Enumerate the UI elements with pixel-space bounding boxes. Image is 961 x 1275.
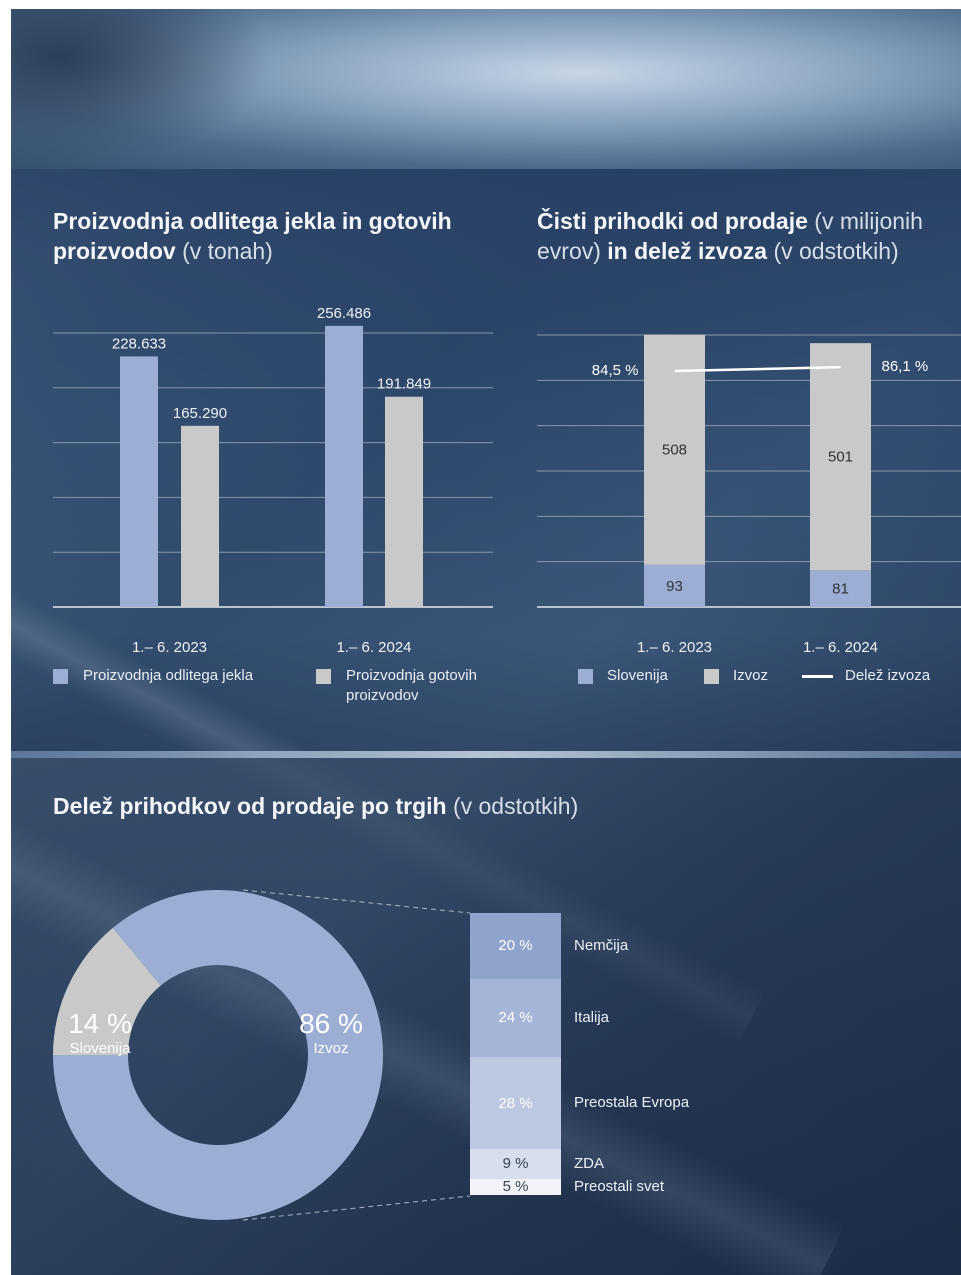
breakdown-segment: 5 % [470, 1179, 561, 1195]
chart2-title-bold-1: Čisti prihodki od prodaje [537, 208, 808, 234]
chart2-title-unit-2: (v odstotkih) [773, 238, 898, 264]
breakdown-market-label: ZDA [574, 1155, 604, 1172]
chart2-title: Čisti prihodki od prodaje (v milijonih e… [537, 206, 952, 266]
legend-swatch-finished-products [316, 669, 331, 684]
breakdown-market-label: Nemčija [574, 937, 628, 954]
legend-swatch-izvoz [704, 669, 719, 684]
data-label: 81 [832, 581, 849, 598]
legend-line-export-share [802, 675, 833, 678]
breakdown-segment: 20 % [470, 913, 561, 979]
x-tick-label: 1.– 6. 2023 [132, 639, 207, 652]
bar [120, 356, 158, 607]
x-tick-label: 1.– 6. 2024 [336, 639, 411, 652]
data-label: 165.290 [173, 405, 227, 422]
legend-label-slovenija: Slovenija [607, 666, 668, 686]
data-label: 501 [828, 449, 853, 466]
breakdown-market-label: Preostala Evropa [574, 1094, 689, 1111]
infographic-panel: Proizvodnja odlitega jekla in gotovih pr… [11, 9, 961, 1275]
breakdown-segment: 9 % [470, 1149, 561, 1179]
export-breakdown-labels: Nemčija Italija Preostala Evropa ZDA Preosta… [574, 913, 874, 1213]
breakdown-segment: 24 % [470, 979, 561, 1058]
bar [181, 426, 219, 607]
markets-title-bold: Delež prihodkov od prodaje po trgih [53, 793, 447, 819]
section-divider [11, 751, 961, 758]
markets-title: Delež prihodkov od prodaje po trgih (v o… [53, 791, 753, 821]
legend-label-cast-steel: Proizvodnja odlitega jekla [83, 666, 253, 686]
chart2-legend: Slovenija Izvoz Delež izvoza [578, 666, 958, 691]
data-label: 508 [662, 442, 687, 459]
production-bar-chart: 228.633 165.290 1.– 6. 2023 256.486 191.849 1… [53, 307, 493, 652]
market-share-donut-chart: 86 %Izvoz 14 %Slovenija [11, 869, 481, 1249]
chart1-title-unit: (v tonah) [182, 238, 273, 264]
legend-swatch-cast-steel [53, 669, 68, 684]
chart1-legend: Proizvodnja odlitega jekla Proizvodnja g… [53, 666, 503, 711]
chart1-title: Proizvodnja odlitega jekla in gotovih pr… [53, 206, 493, 266]
donut-label-izvoz-value: 86 % [299, 1008, 363, 1039]
data-label: 256.486 [317, 307, 371, 322]
data-label: 93 [666, 578, 683, 595]
bar [385, 397, 423, 607]
legend-label-finished-products: Proizvodnja gotovih proizvodov [346, 666, 506, 706]
legend-swatch-slovenija [578, 669, 593, 684]
donut-label-izvoz-name: Izvoz [313, 1040, 348, 1057]
bar [325, 326, 363, 607]
legend-label-izvoz: Izvoz [733, 666, 768, 686]
x-tick-label: 1.– 6. 2023 [637, 639, 712, 652]
line-label: 84,5 % [592, 362, 639, 379]
chart2-title-bold-2: in delež izvoza [607, 238, 767, 264]
breakdown-market-label: Preostali svet [574, 1178, 664, 1195]
donut-label-slovenija-value: 14 % [68, 1008, 132, 1039]
breakdown-market-label: Italija [574, 1009, 609, 1026]
data-label: 228.633 [112, 335, 166, 352]
data-label: 191.849 [377, 376, 431, 393]
line-label: 86,1 % [882, 358, 929, 375]
breakdown-segment: 28 % [470, 1057, 561, 1149]
x-tick-label: 1.– 6. 2024 [803, 639, 878, 652]
background-shadow [11, 9, 271, 169]
legend-label-export-share: Delež izvoza [845, 666, 930, 686]
markets-title-unit: (v odstotkih) [453, 793, 578, 819]
donut-label-slovenija-name: Slovenija [70, 1040, 132, 1057]
export-breakdown-column: 20 % 24 % 28 % 9 % 5 % [470, 913, 561, 1195]
revenue-stacked-bar-chart: 93 508 1.– 6. 2023 81 501 1.– 6. 2024 84,5 % 86… [537, 307, 961, 652]
